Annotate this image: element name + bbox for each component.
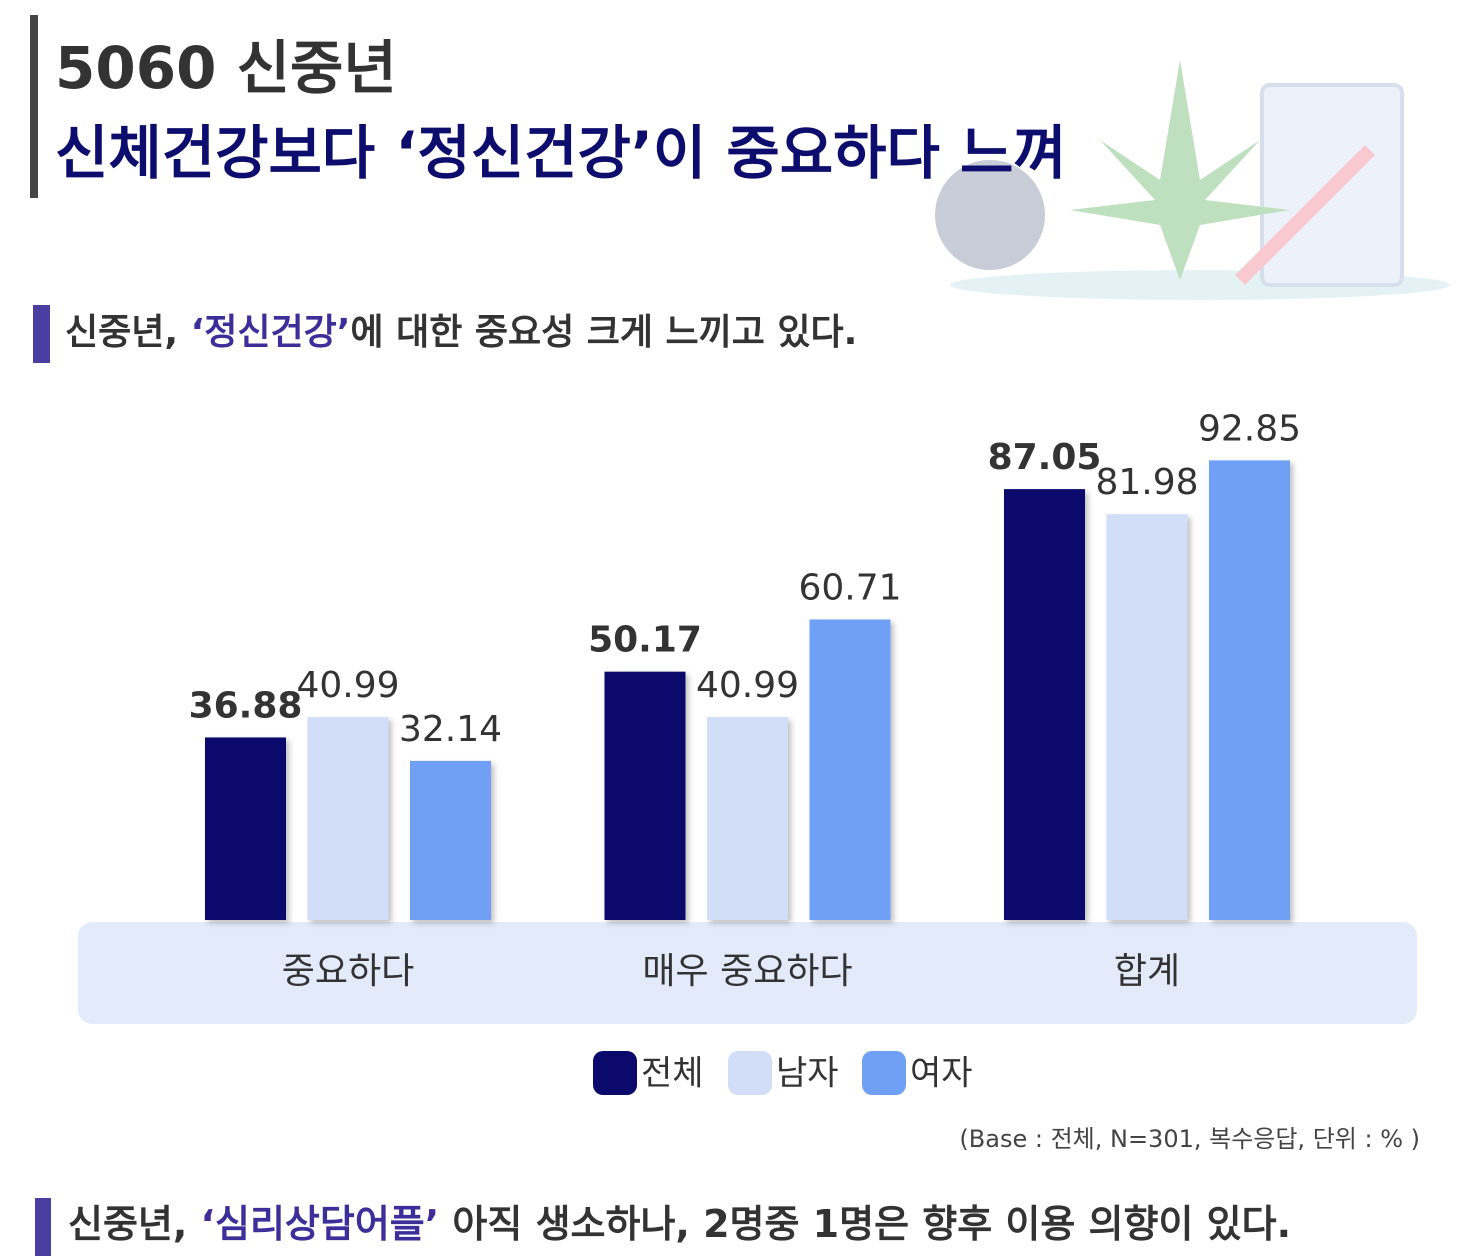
category-label: 매우 중요하다 (642, 951, 852, 992)
title-bar (30, 15, 38, 198)
value-label: 87.05 (988, 437, 1102, 478)
value-label: 92.85 (1198, 408, 1301, 449)
section-marker (35, 1198, 51, 1256)
value-label: 32.14 (399, 709, 502, 750)
legend-swatch (862, 1051, 906, 1095)
value-label: 40.99 (296, 665, 399, 706)
value-label: 40.99 (696, 665, 799, 706)
bar (205, 737, 286, 920)
bar (410, 760, 491, 920)
category-band (78, 922, 1417, 1024)
value-label: 60.71 (798, 567, 901, 608)
bar (1004, 489, 1085, 920)
heading-part: 신중년, (68, 1202, 201, 1246)
bar (1209, 460, 1290, 920)
bar (604, 671, 686, 920)
title-line1: 5060 신중년 (55, 34, 397, 102)
bar (809, 619, 891, 920)
legend-label: 전체 (641, 1054, 704, 1094)
subtitle-part: 에 대한 중요성 크게 느끼고 있다. (350, 312, 857, 353)
legend-label: 남자 (776, 1054, 839, 1094)
heading-part: 아직 생소하나, 2명중 1명은 향후 이용 의향이 있다. (439, 1202, 1291, 1246)
category-label: 중요하다 (282, 951, 414, 992)
title-line2: 신체건강보다 ‘정신건강’이 중요하다 느껴 (55, 119, 1067, 187)
legend-swatch (593, 1051, 637, 1095)
subtitle-highlight: ‘정신건강’ (191, 312, 351, 353)
bar (707, 717, 788, 920)
heading-highlight: ‘심리상담어플’ (201, 1202, 440, 1246)
bar (1106, 514, 1188, 920)
subtitle: 신중년, ‘정신건강’에 대한 중요성 크게 느끼고 있다. (65, 312, 857, 353)
bar (307, 717, 389, 920)
section-marker (33, 305, 50, 363)
decoration (935, 60, 1450, 300)
subtitle-part: 신중년, (65, 312, 191, 353)
next-heading: 신중년, ‘심리상담어플’ 아직 생소하나, 2명중 1명은 향후 이용 의향이… (68, 1202, 1291, 1246)
value-label: 36.88 (189, 685, 303, 726)
legend-swatch (728, 1051, 772, 1095)
legend-label: 여자 (910, 1054, 973, 1094)
value-label: 81.98 (1095, 462, 1198, 503)
footnote: (Base : 전체, N=301, 복수응답, 단위 : % ) (959, 1125, 1420, 1153)
category-label: 합계 (1114, 951, 1180, 992)
value-label: 50.17 (588, 620, 702, 661)
